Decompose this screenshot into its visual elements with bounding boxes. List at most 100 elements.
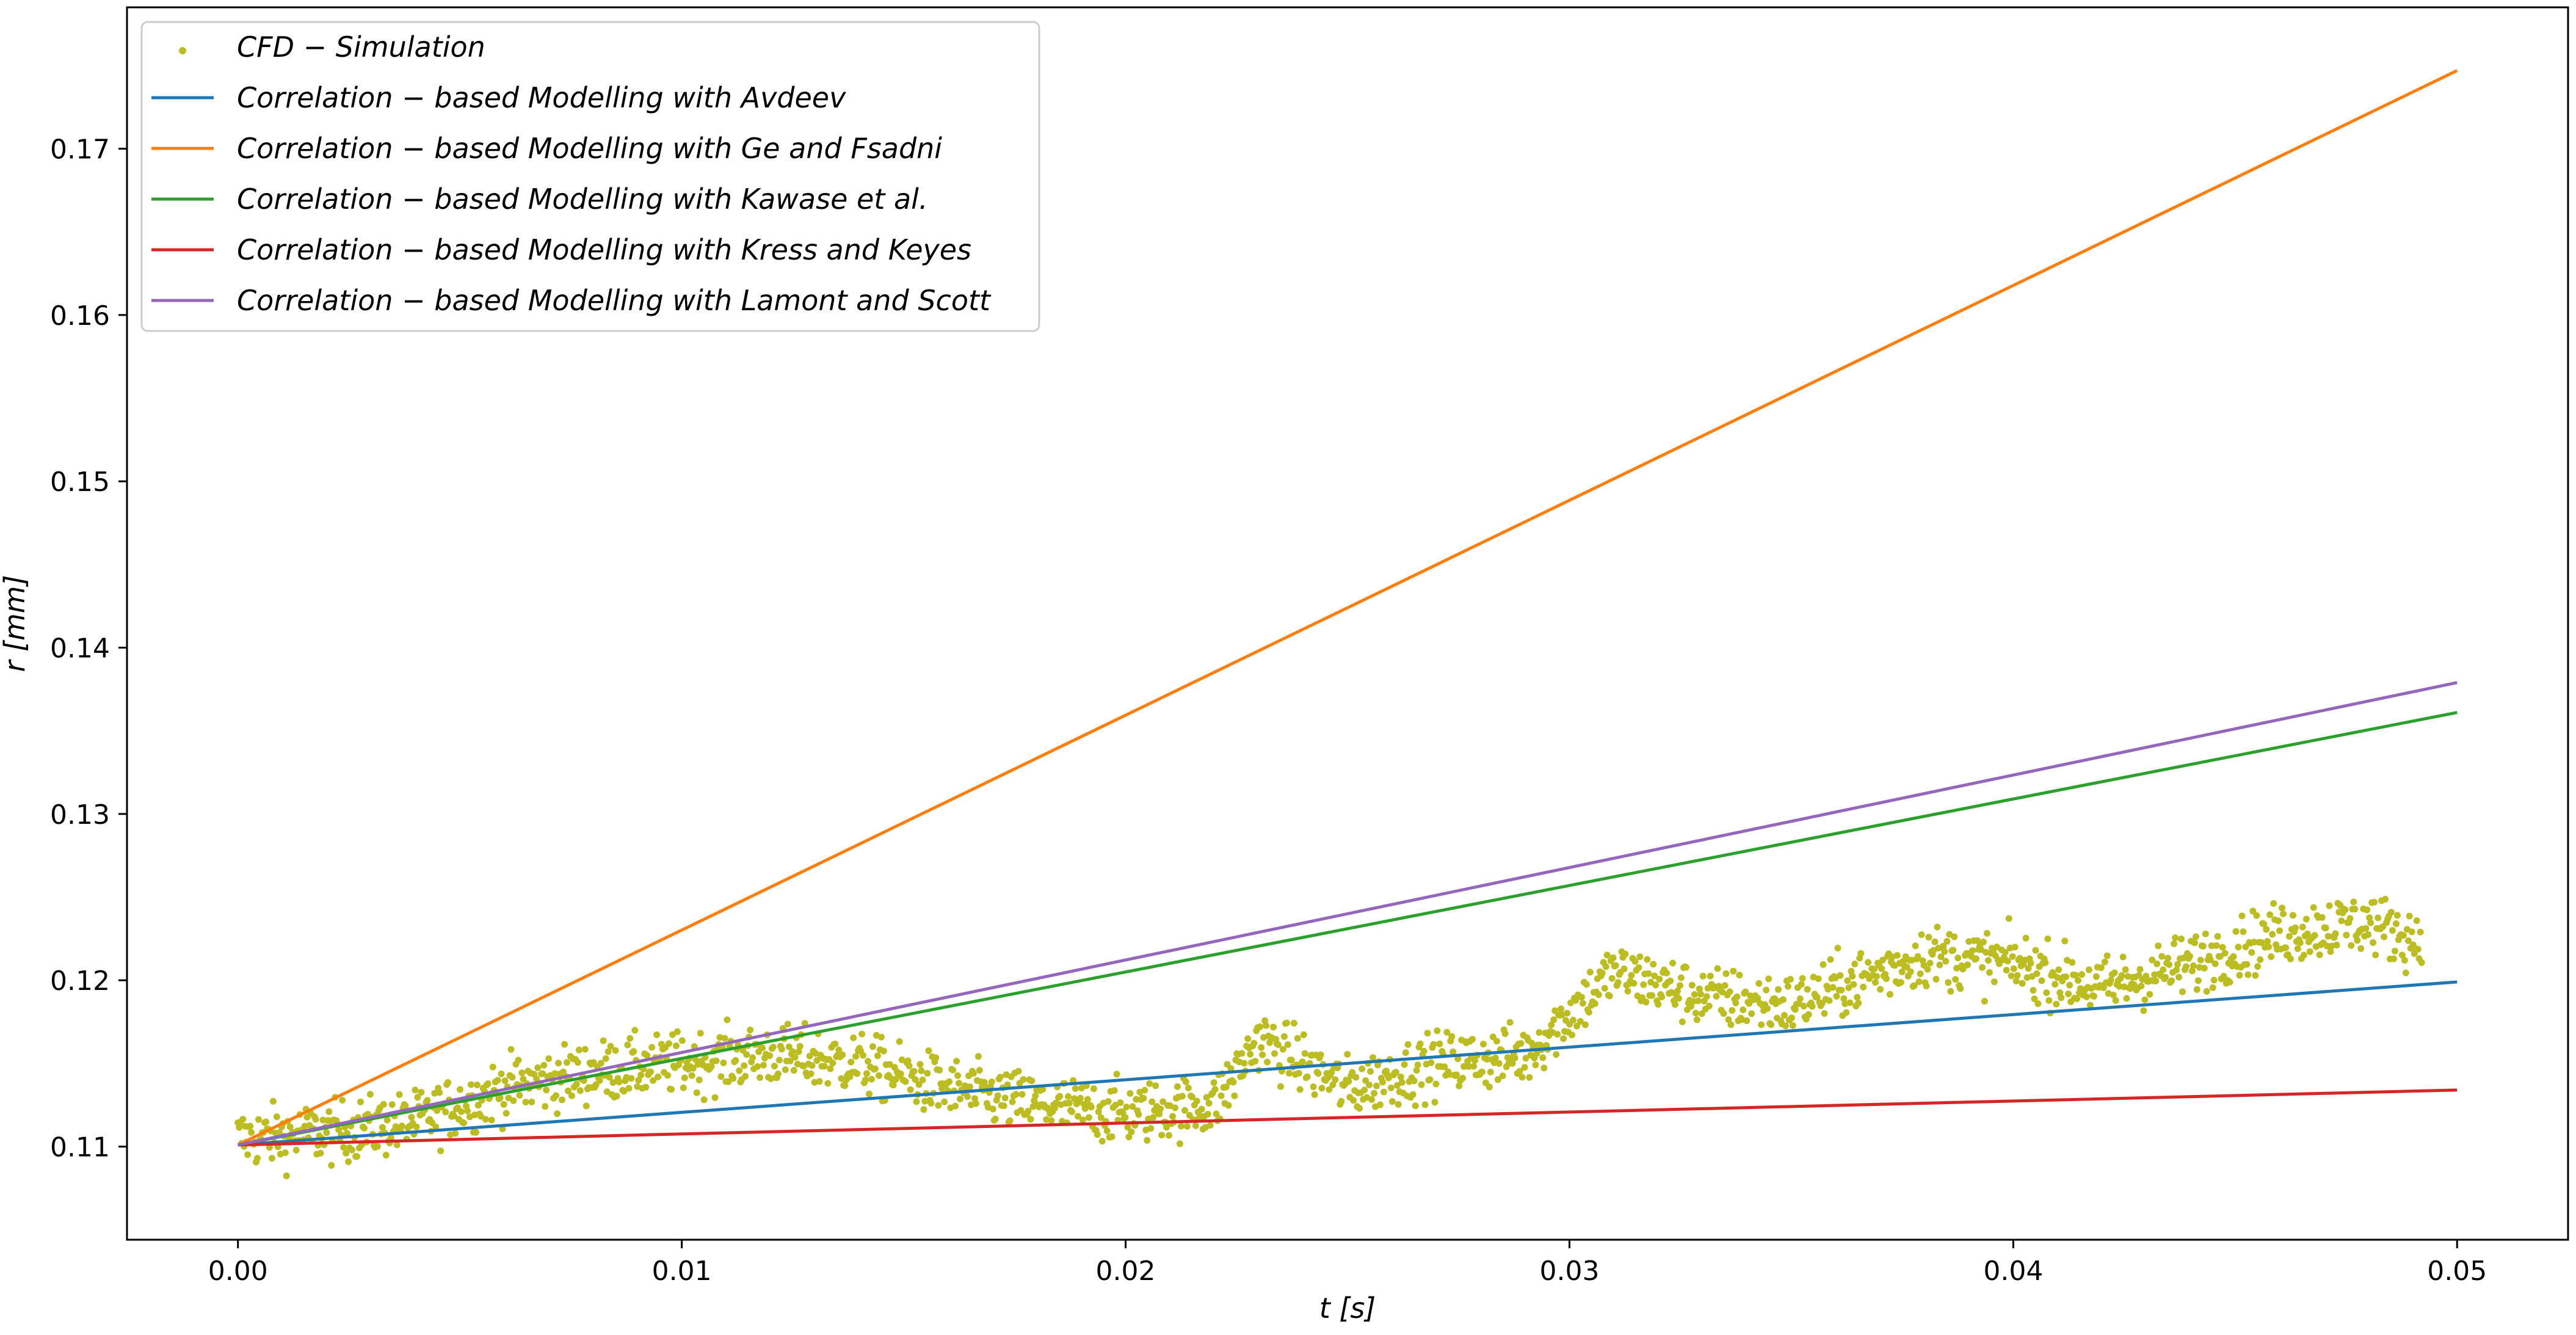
scatter-point — [2194, 977, 2202, 984]
scatter-point — [628, 1075, 635, 1082]
scatter-point — [1183, 1122, 1191, 1130]
scatter-point — [498, 1070, 505, 1077]
scatter-point — [2141, 996, 2149, 1003]
scatter-point — [501, 1077, 509, 1085]
scatter-point — [1085, 1114, 1092, 1121]
scatter-point — [1506, 1019, 1514, 1026]
scatter-point — [1539, 1054, 1547, 1061]
scatter-point — [725, 1078, 732, 1085]
scatter-point — [366, 1091, 374, 1098]
scatter-point — [2249, 908, 2257, 915]
scatter-point — [1672, 1001, 1678, 1008]
scatter-point — [808, 1062, 816, 1069]
scatter-point — [672, 1042, 680, 1049]
scatter-point — [1094, 1131, 1101, 1138]
scatter-point — [2168, 977, 2175, 984]
scatter-point — [1914, 953, 1921, 960]
scatter-point — [2173, 966, 2180, 973]
scatter-point — [2230, 953, 2237, 960]
legend-box — [140, 21, 1040, 332]
scatter-point — [924, 1070, 931, 1077]
scatter-point — [520, 1075, 527, 1083]
scatter-point — [858, 1030, 866, 1038]
scatter-point — [2160, 966, 2167, 973]
scatter-point — [236, 1124, 243, 1131]
scatter-point — [624, 1041, 631, 1049]
scatter-point — [1032, 1092, 1039, 1099]
scatter-point — [2401, 956, 2408, 964]
scatter-point — [2371, 898, 2378, 906]
scatter-point — [1585, 1009, 1592, 1016]
scatter-point — [1714, 965, 1721, 972]
scatter-point — [484, 1080, 492, 1087]
scatter-point — [1159, 1098, 1167, 1105]
scatter-point — [905, 1062, 913, 1069]
scatter-point — [667, 1086, 675, 1093]
scatter-point — [1271, 1050, 1278, 1057]
scatter-point — [564, 1059, 570, 1066]
scatter-point — [1981, 998, 1988, 1005]
scatter-point — [442, 1108, 449, 1116]
scatter-point — [581, 1046, 589, 1053]
scatter-point — [2158, 953, 2166, 960]
y-tick-label: 0.17 — [50, 134, 110, 165]
scatter-point — [2073, 995, 2080, 1002]
scatter-point — [863, 1070, 870, 1077]
scatter-point — [555, 1060, 562, 1067]
scatter-point — [615, 1079, 623, 1086]
scatter-point — [1310, 1083, 1317, 1090]
scatter-point — [637, 1071, 645, 1079]
scatter-point — [528, 1098, 535, 1105]
scatter-point — [1974, 937, 1981, 944]
scatter-point — [1829, 984, 1837, 991]
scatter-point — [1833, 992, 1840, 1000]
scatter-point — [681, 1074, 688, 1082]
scatter-point — [2258, 939, 2265, 946]
scatter-point — [807, 1070, 815, 1077]
scatter-point — [1222, 1083, 1230, 1091]
scatter-point — [1517, 1040, 1525, 1047]
scatter-point — [1140, 1094, 1147, 1102]
scatter-point — [647, 1068, 655, 1075]
scatter-point — [2387, 909, 2395, 916]
scatter-point — [554, 1110, 561, 1118]
scatter-point — [1135, 1111, 1142, 1118]
scatter-point — [339, 1097, 346, 1104]
scatter-point — [2058, 994, 2065, 1002]
scatter-point — [457, 1086, 463, 1093]
scatter-point — [413, 1123, 420, 1130]
scatter-point — [408, 1113, 415, 1121]
scatter-point — [2072, 972, 2079, 979]
scatter-point — [1871, 966, 1878, 973]
scatter-point — [1454, 1055, 1462, 1063]
scatter-point — [1957, 985, 1964, 992]
scatter-point — [1501, 1030, 1509, 1038]
scatter-point — [2219, 944, 2226, 951]
scatter-point — [824, 1080, 832, 1087]
scatter-point — [1258, 1044, 1265, 1051]
scatter-point — [741, 1062, 748, 1069]
scatter-point — [932, 1054, 940, 1061]
scatter-point — [1609, 954, 1617, 961]
scatter-point — [1288, 1057, 1295, 1064]
scatter-point — [1156, 1110, 1163, 1118]
scatter-point — [1087, 1104, 1095, 1111]
scatter-point — [2213, 942, 2220, 949]
scatter-point — [2107, 977, 2114, 984]
scatter-point — [1650, 961, 1657, 968]
scatter-point — [2140, 1007, 2147, 1014]
scatter-point — [576, 1087, 584, 1094]
scatter-point — [1103, 1127, 1111, 1135]
scatter-point — [1279, 1046, 1286, 1053]
scatter-point — [1359, 1065, 1366, 1072]
scatter-point — [1729, 1007, 1736, 1014]
scatter-point — [540, 1061, 548, 1069]
scatter-point — [1719, 989, 1726, 995]
scatter-point — [2101, 958, 2108, 966]
scatter-point — [1172, 1104, 1178, 1111]
scatter-point — [2209, 984, 2216, 991]
scatter-point — [1141, 1086, 1148, 1094]
scatter-point — [1409, 1091, 1417, 1098]
scatter-point — [2162, 973, 2169, 981]
